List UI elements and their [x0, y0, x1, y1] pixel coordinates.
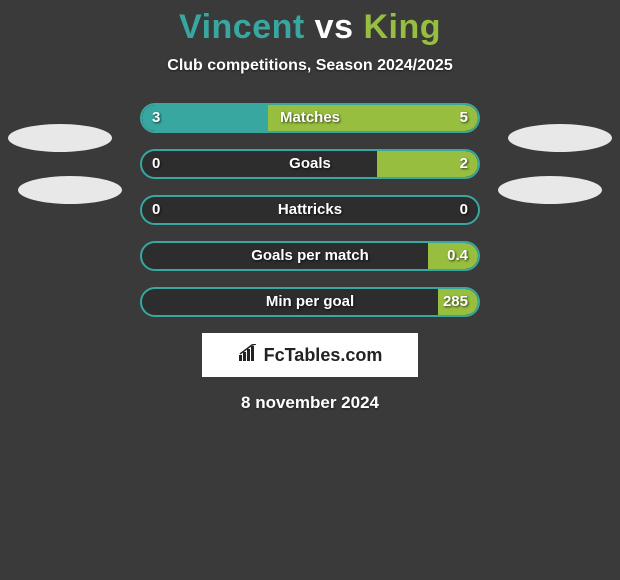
- stat-row: 285Min per goal: [0, 287, 620, 317]
- stat-row: 0.4Goals per match: [0, 241, 620, 271]
- stat-value-player2: 0: [460, 195, 468, 225]
- source-logo-box: FcTables.com: [202, 333, 418, 377]
- stat-row: 35Matches: [0, 103, 620, 133]
- vs-separator: vs: [315, 8, 354, 46]
- snapshot-date: 8 november 2024: [0, 393, 620, 413]
- bar-chart-icon: [238, 344, 260, 367]
- subtitle: Club competitions, Season 2024/2025: [0, 57, 620, 75]
- bar-track: [140, 241, 480, 271]
- player1-name: Vincent: [179, 8, 305, 46]
- stat-row: 02Goals: [0, 149, 620, 179]
- stat-value-player1: 0: [152, 149, 160, 179]
- stat-value-player1: 3: [152, 103, 160, 133]
- stat-value-player1: 0: [152, 195, 160, 225]
- source-logo-text: FcTables.com: [264, 345, 383, 366]
- comparison-title: Vincent vs King: [0, 0, 620, 47]
- stat-value-player2: 5: [460, 103, 468, 133]
- bar-fill-player2: [268, 105, 478, 131]
- bar-track: [140, 103, 480, 133]
- bar-track: [140, 287, 480, 317]
- stat-value-player2: 0.4: [447, 241, 468, 271]
- source-logo: FcTables.com: [238, 344, 383, 367]
- stat-row: 00Hattricks: [0, 195, 620, 225]
- stat-value-player2: 2: [460, 149, 468, 179]
- bar-track: [140, 195, 480, 225]
- stat-value-player2: 285: [443, 287, 468, 317]
- bar-track: [140, 149, 480, 179]
- player2-name: King: [363, 8, 441, 46]
- bar-fill-player1: [142, 105, 268, 131]
